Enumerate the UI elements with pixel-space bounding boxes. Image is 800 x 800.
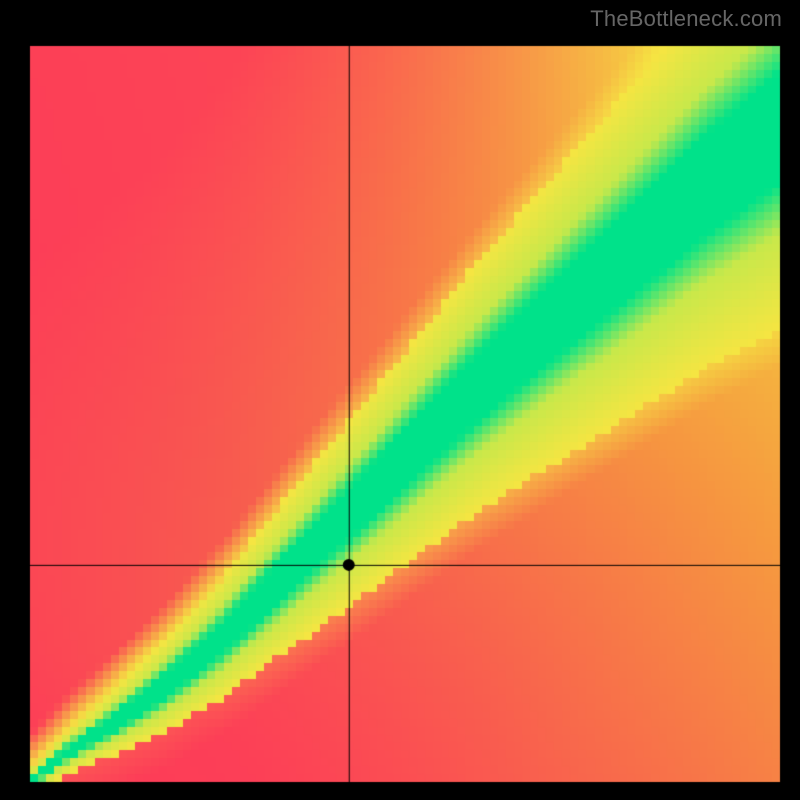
bottleneck-heatmap bbox=[0, 0, 800, 800]
watermark-text: TheBottleneck.com bbox=[590, 6, 782, 32]
